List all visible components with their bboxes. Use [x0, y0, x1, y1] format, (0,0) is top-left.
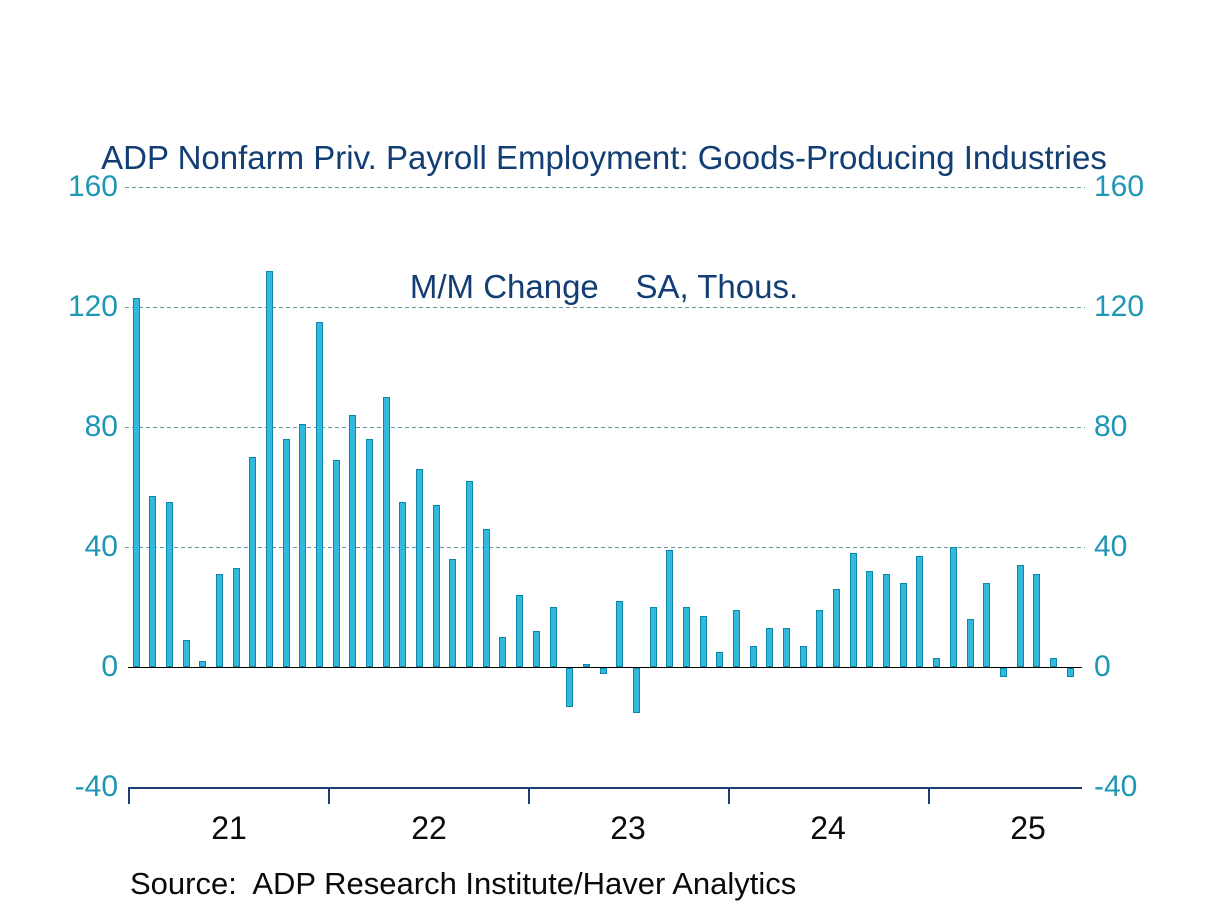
bar-2024-08 [849, 553, 857, 667]
bar-2021-08 [249, 457, 257, 667]
bar-2022-12 [516, 595, 524, 667]
bar-2021-06 [215, 574, 223, 667]
bar-2022-02 [349, 415, 357, 667]
y-tick-label-right-120: 120 [1094, 290, 1145, 323]
bar-2023-09 [666, 550, 674, 667]
bar-2021-11 [299, 424, 307, 667]
bar-2023-12 [716, 652, 724, 667]
bar-2024-12 [916, 556, 924, 667]
bar-2021-07 [232, 568, 240, 667]
y-tick-label-right-40: 40 [1094, 530, 1128, 563]
bar-2022-09 [466, 481, 474, 667]
bar-2024-01 [732, 610, 740, 667]
x-axis-tick-4 [928, 787, 930, 804]
chart-title: ADP Nonfarm Priv. Payroll Employment: Go… [0, 50, 1208, 394]
bar-2021-05 [199, 661, 207, 667]
bar-2024-09 [866, 571, 874, 667]
bar-2025-07 [1033, 574, 1041, 667]
bar-2023-01 [532, 631, 540, 667]
x-tick-label-25: 25 [1010, 810, 1046, 846]
bar-2022-04 [382, 397, 390, 667]
bar-2021-12 [315, 322, 323, 667]
y-tick-label-left--40: -40 [74, 770, 118, 803]
bar-2023-05 [599, 668, 607, 674]
gridline-160 [125, 187, 1085, 188]
bar-2024-06 [816, 610, 824, 667]
source-note: Source: ADP Research Institute/Haver Ana… [130, 866, 797, 901]
zero-line [128, 667, 1082, 668]
bar-2023-02 [549, 607, 557, 667]
y-tick-label-left-120: 120 [67, 290, 118, 323]
bar-2025-02 [949, 547, 957, 667]
bar-2024-07 [833, 589, 841, 667]
y-tick-label-left-160: 160 [67, 170, 118, 203]
x-axis-tick-3 [728, 787, 730, 804]
y-tick-label-left-80: 80 [84, 410, 118, 443]
x-tick-label-23: 23 [610, 810, 646, 846]
bar-2021-09 [265, 271, 273, 667]
bar-2024-02 [749, 646, 757, 667]
bar-2023-07 [632, 668, 640, 713]
y-tick-label-right-80: 80 [1094, 410, 1128, 443]
x-tick-label-21: 21 [211, 810, 247, 846]
y-tick-label-right-160: 160 [1094, 170, 1145, 203]
x-axis-tick-2 [528, 787, 530, 804]
bar-2024-11 [899, 583, 907, 667]
y-tick-label-right--40: -40 [1094, 770, 1138, 803]
bar-2021-04 [182, 640, 190, 667]
y-tick-label-left-0: 0 [101, 650, 118, 683]
bar-2024-10 [883, 574, 891, 667]
x-tick-label-24: 24 [810, 810, 846, 846]
y-tick-label-left-40: 40 [84, 530, 118, 563]
bar-2022-10 [482, 529, 490, 667]
bar-2025-09 [1066, 668, 1074, 677]
bar-2023-08 [649, 607, 657, 667]
gridline-80 [125, 427, 1085, 428]
gridline-40 [125, 547, 1085, 548]
bar-2024-04 [783, 628, 791, 667]
y-tick-label-right-0: 0 [1094, 650, 1111, 683]
bar-2025-01 [933, 658, 941, 667]
gridline-120 [125, 307, 1085, 308]
bar-2024-03 [766, 628, 774, 667]
bar-2023-03 [566, 668, 574, 707]
bar-2025-04 [983, 583, 991, 667]
plot-area [125, 187, 1085, 804]
bar-2022-08 [449, 559, 457, 667]
bar-2023-04 [582, 664, 590, 667]
bar-2024-05 [799, 646, 807, 667]
bar-2021-01 [132, 298, 140, 667]
bar-2021-02 [149, 496, 157, 667]
bar-2022-11 [499, 637, 507, 667]
bar-2021-10 [282, 439, 290, 667]
bar-2022-06 [416, 469, 424, 667]
bar-2023-06 [616, 601, 624, 667]
chart-title-line1: ADP Nonfarm Priv. Payroll Employment: Go… [101, 139, 1107, 176]
bar-2022-01 [332, 460, 340, 667]
x-tick-label-22: 22 [411, 810, 447, 846]
bar-2025-08 [1049, 658, 1057, 667]
bar-2022-05 [399, 502, 407, 667]
x-axis-tick-1 [328, 787, 330, 804]
bar-2021-03 [165, 502, 173, 667]
bar-2023-10 [682, 607, 690, 667]
bar-2025-05 [999, 668, 1007, 677]
bar-2025-03 [966, 619, 974, 667]
bar-2022-03 [366, 439, 374, 667]
bar-2025-06 [1016, 565, 1024, 667]
chart-title-line2: M/M Change SA, Thous. [409, 268, 799, 305]
bar-2022-07 [432, 505, 440, 667]
x-axis-tick-0 [128, 787, 130, 804]
bar-2023-11 [699, 616, 707, 667]
